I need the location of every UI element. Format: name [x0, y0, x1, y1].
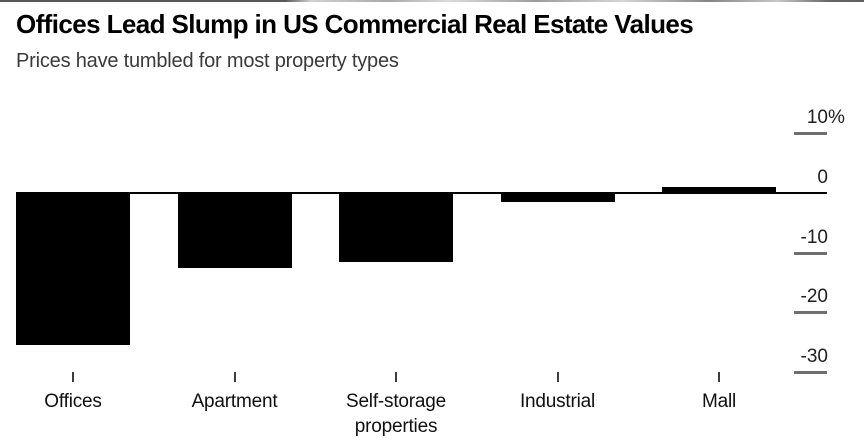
- y-axis-tick-label: 0: [817, 168, 828, 187]
- y-axis-tick-dash: [794, 251, 827, 255]
- x-axis-tick-offices: [72, 372, 74, 382]
- x-axis-label-offices: Offices: [44, 391, 102, 412]
- y-axis-tick-label: -30: [801, 347, 828, 366]
- y-axis-tick-dash: [794, 311, 827, 315]
- x-axis-tick-mall: [718, 372, 720, 382]
- top-edge-crop-artifact: [0, 0, 864, 2]
- x-axis-label-mall: Mall: [701, 391, 737, 412]
- bar-offices: [16, 193, 130, 346]
- chart-subtitle: Prices have tumbled for most property ty…: [16, 50, 399, 72]
- y-axis-tick-dash: [794, 371, 827, 375]
- bar-self-storage-properties: [339, 193, 453, 262]
- y-tick-value: -10: [800, 226, 828, 248]
- y-tick-unit-suffix: %: [828, 107, 845, 129]
- y-tick-value: 10: [806, 107, 828, 129]
- x-axis-label-self-storage-properties: Self-storage properties: [345, 391, 447, 437]
- x-axis-label-industrial: Industrial: [519, 391, 596, 412]
- y-axis-tick-label: -10: [801, 228, 828, 247]
- y-axis-tick-dash: [794, 132, 827, 136]
- y-tick-value: -20: [800, 286, 828, 308]
- x-axis-tick-self-storage-properties: [395, 372, 397, 382]
- chart-title: Offices Lead Slump in US Commercial Real…: [16, 9, 694, 39]
- bar-industrial: [500, 193, 615, 202]
- x-axis-tick-apartment: [233, 372, 236, 382]
- y-axis-tick-label: -20: [801, 287, 828, 306]
- bar-mall: [662, 187, 776, 193]
- x-axis-tick-industrial: [556, 372, 559, 382]
- y-axis-tick-label: 10%: [806, 107, 845, 129]
- bar-apartment: [177, 193, 292, 268]
- y-tick-value: 0: [817, 167, 828, 188]
- y-tick-value: -30: [800, 346, 828, 368]
- x-axis-label-apartment: Apartment: [191, 391, 278, 412]
